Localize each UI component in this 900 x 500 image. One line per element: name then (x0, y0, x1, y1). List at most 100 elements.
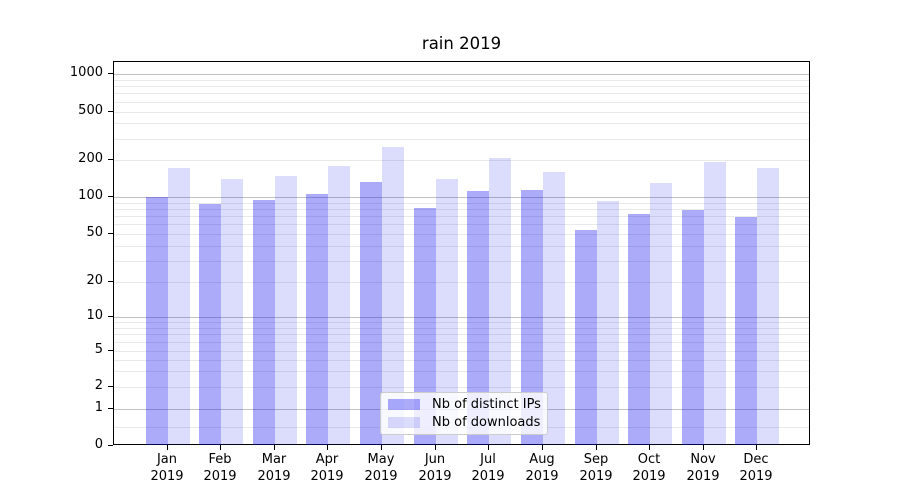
x-tick-month: Jul (480, 452, 496, 467)
x-tick-month: May (367, 452, 395, 467)
bar-downloads-jun (436, 179, 458, 445)
gridline (114, 387, 809, 388)
x-tick-month: Apr (315, 452, 339, 467)
x-tick-mark (381, 445, 382, 450)
x-tick-label-nov: Nov 2019 (668, 451, 738, 485)
gridline (114, 246, 809, 247)
bar-ips-nov (682, 210, 704, 445)
x-tick-year: 2019 (364, 469, 398, 484)
x-tick-mark (649, 445, 650, 450)
gridline (114, 342, 809, 343)
x-tick-mark (596, 445, 597, 450)
y-tick-label: 20 (86, 273, 103, 288)
x-tick-label-aug: Aug 2019 (507, 451, 577, 485)
x-tick-mark (756, 445, 757, 450)
y-tick-mark (108, 281, 113, 282)
bar-downloads-dec (757, 168, 779, 445)
y-tick-label: 50 (86, 225, 103, 240)
gridline (114, 203, 809, 204)
gridline (114, 234, 809, 235)
y-tick-label: 0 (94, 437, 103, 452)
x-tick-year: 2019 (150, 469, 184, 484)
x-tick-year: 2019 (739, 469, 773, 484)
x-tick-label-may: May 2019 (346, 451, 416, 485)
x-tick-month: Jun (424, 452, 446, 467)
x-tick-month: Nov (690, 452, 716, 467)
gridline (114, 74, 809, 75)
bar-ips-feb (199, 204, 221, 445)
bar-downloads-aug (543, 172, 565, 445)
x-tick-year: 2019 (257, 469, 291, 484)
x-tick-year: 2019 (579, 469, 613, 484)
y-tick-mark (108, 445, 113, 446)
bar-ips-may (360, 182, 382, 445)
gridline (114, 197, 809, 198)
y-tick-mark (108, 73, 113, 74)
y-tick-label: 100 (78, 188, 103, 203)
x-tick-month: Oct (637, 452, 661, 467)
x-tick-mark (167, 445, 168, 450)
legend-label-downloads: Nb of downloads (432, 414, 541, 430)
x-tick-year: 2019 (471, 469, 505, 484)
y-tick-label: 10 (86, 308, 103, 323)
gridline (114, 160, 809, 161)
bar-downloads-jul (489, 158, 511, 445)
y-tick-label: 500 (78, 103, 103, 118)
legend-item-distinct-ips: Nb of distinct IPs (388, 397, 541, 413)
y-tick-mark (108, 159, 113, 160)
legend-label-distinct-ips: Nb of distinct IPs (432, 397, 541, 413)
x-tick-label-sep: Sep 2019 (561, 451, 631, 485)
gridline (114, 102, 809, 103)
x-tick-month: Dec (743, 452, 769, 467)
bar-ips-mar (253, 200, 275, 445)
y-tick-label: 1 (94, 400, 103, 415)
bar-ips-dec (735, 217, 757, 445)
bar-downloads-jan (168, 168, 190, 445)
x-tick-year: 2019 (632, 469, 666, 484)
legend-item-downloads: Nb of downloads (388, 414, 541, 430)
gridline (114, 224, 809, 225)
bar-downloads-mar (275, 176, 297, 445)
x-tick-label-oct: Oct 2019 (614, 451, 684, 485)
gridline (114, 123, 809, 124)
gridline (114, 360, 809, 361)
x-tick-mark (274, 445, 275, 450)
gridline (114, 93, 809, 94)
y-tick-mark (108, 316, 113, 317)
y-tick-label: 2 (94, 378, 103, 393)
bar-downloads-sep (597, 201, 619, 445)
y-tick-mark (108, 111, 113, 112)
x-tick-mark (327, 445, 328, 450)
y-tick-mark (108, 233, 113, 234)
bar-downloads-nov (704, 162, 726, 445)
x-tick-month: Jan (156, 452, 178, 467)
gridline (114, 80, 809, 81)
gridline (114, 334, 809, 335)
x-tick-month: Sep (583, 452, 609, 467)
gridline (114, 351, 809, 352)
x-tick-mark (435, 445, 436, 450)
legend: Nb of distinct IPs Nb of downloads (380, 392, 548, 435)
gridline (114, 86, 809, 87)
x-tick-month: Aug (529, 452, 555, 467)
y-tick-mark (108, 350, 113, 351)
x-tick-label-mar: Mar 2019 (239, 451, 309, 485)
gridline (114, 282, 809, 283)
bar-ips-jan (146, 197, 168, 445)
x-tick-mark (542, 445, 543, 450)
x-tick-mark (488, 445, 489, 450)
x-tick-year: 2019 (525, 469, 559, 484)
bar-downloads-apr (328, 166, 350, 445)
y-tick-label: 200 (78, 151, 103, 166)
x-tick-label-feb: Feb 2019 (185, 451, 255, 485)
x-tick-year: 2019 (686, 469, 720, 484)
x-tick-year: 2019 (310, 469, 344, 484)
y-tick-label: 5 (94, 342, 103, 357)
x-tick-label-jun: Jun 2019 (400, 451, 470, 485)
x-tick-year: 2019 (203, 469, 237, 484)
x-tick-mark (220, 445, 221, 450)
bar-downloads-may (382, 147, 404, 445)
x-tick-label-dec: Dec 2019 (721, 451, 791, 485)
y-tick-mark (108, 386, 113, 387)
bar-ips-jun (414, 208, 436, 445)
